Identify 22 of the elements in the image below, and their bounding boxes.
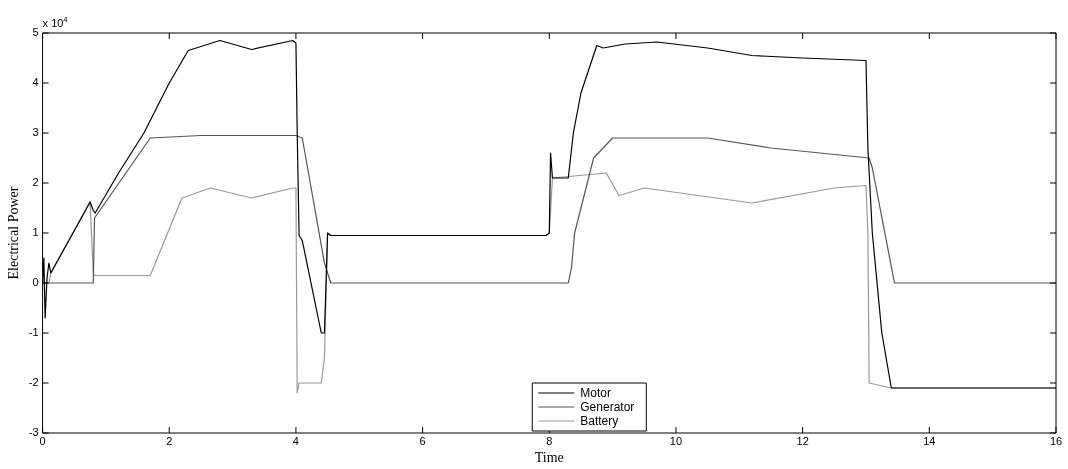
x-tick-label: 4 bbox=[292, 434, 299, 447]
legend-label: Generator bbox=[580, 400, 635, 415]
legend-label: Battery bbox=[580, 414, 619, 429]
x-tick-label: 12 bbox=[796, 434, 809, 447]
x-tick-label: 16 bbox=[1049, 434, 1063, 447]
y-tick-label: 4 bbox=[32, 76, 39, 89]
y-axis-title: Electrical Power bbox=[6, 186, 22, 280]
y-tick-label: 2 bbox=[32, 176, 39, 189]
x-tick-label: 2 bbox=[166, 434, 173, 447]
x-tick-label: 10 bbox=[669, 434, 683, 447]
x-tick-label: 6 bbox=[419, 434, 426, 447]
y-tick-label: -2 bbox=[28, 376, 39, 389]
x-tick-label: 8 bbox=[546, 434, 553, 447]
y-tick-label: 3 bbox=[32, 126, 39, 139]
y-tick-label: 5 bbox=[32, 26, 39, 39]
y-tick-label: 1 bbox=[32, 226, 39, 239]
y-tick-label: -1 bbox=[28, 326, 39, 339]
y-tick-label: 0 bbox=[32, 276, 39, 289]
x-tick-label: 14 bbox=[923, 434, 936, 447]
y-tick-label: -3 bbox=[28, 426, 39, 439]
x-axis-title: Time bbox=[534, 450, 564, 466]
legend-label: Motor bbox=[580, 386, 611, 401]
